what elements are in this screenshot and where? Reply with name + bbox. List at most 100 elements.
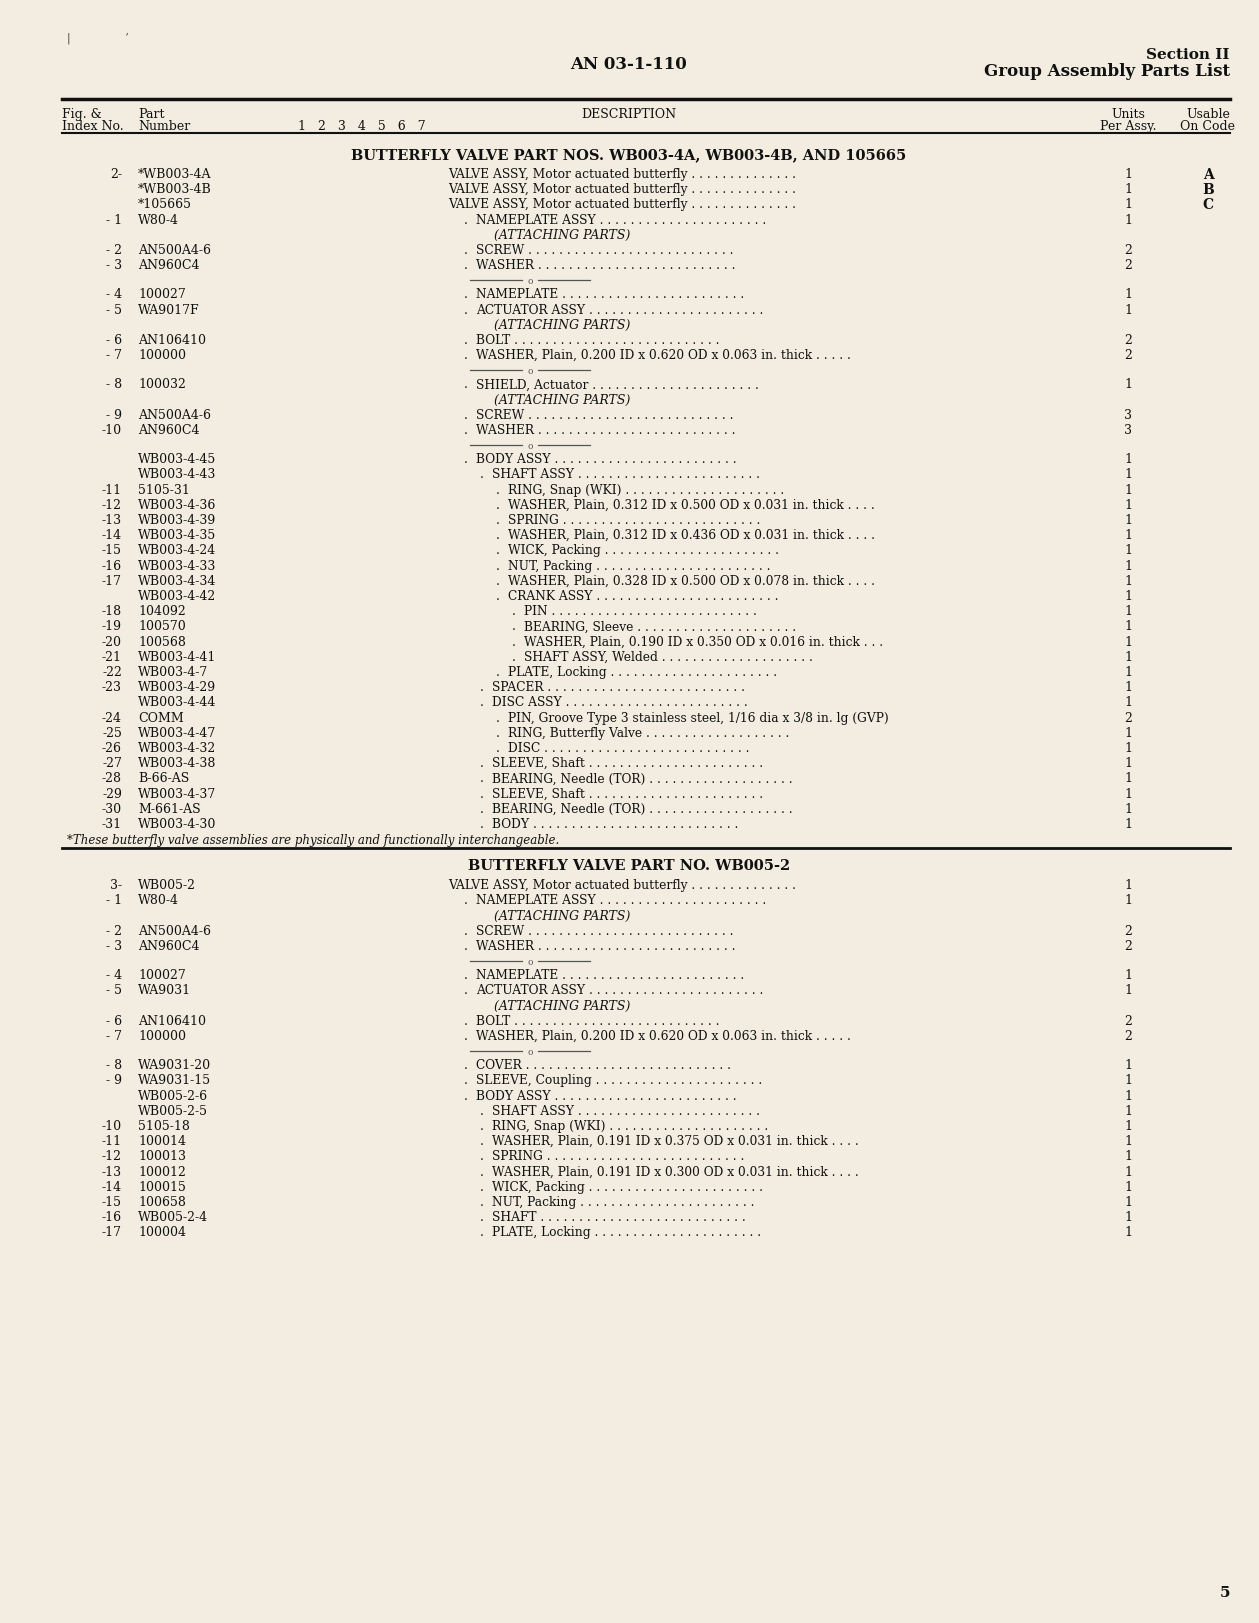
Text: 1: 1 xyxy=(1124,894,1132,907)
Text: 1: 1 xyxy=(1124,727,1132,740)
Text: - 6: - 6 xyxy=(106,1014,122,1027)
Text: .: . xyxy=(465,304,472,316)
Text: BEARING, Needle (TOR) . . . . . . . . . . . . . . . . . . .: BEARING, Needle (TOR) . . . . . . . . . … xyxy=(492,773,793,786)
Text: -11: -11 xyxy=(102,484,122,497)
Text: 104092: 104092 xyxy=(138,605,186,618)
Text: WB005-2-5: WB005-2-5 xyxy=(138,1104,208,1117)
Text: .: . xyxy=(465,1058,472,1071)
Text: PLATE, Locking . . . . . . . . . . . . . . . . . . . . . .: PLATE, Locking . . . . . . . . . . . . .… xyxy=(507,665,777,678)
Text: o: o xyxy=(528,958,533,966)
Text: B-66-AS: B-66-AS xyxy=(138,773,189,786)
Text: WB005-2-4: WB005-2-4 xyxy=(138,1211,208,1224)
Text: 1: 1 xyxy=(1124,304,1132,316)
Text: ACTUATOR ASSY . . . . . . . . . . . . . . . . . . . . . . .: ACTUATOR ASSY . . . . . . . . . . . . . … xyxy=(476,304,763,316)
Text: BEARING, Needle (TOR) . . . . . . . . . . . . . . . . . . .: BEARING, Needle (TOR) . . . . . . . . . … xyxy=(492,802,793,815)
Text: 1: 1 xyxy=(1124,620,1132,633)
Text: 1: 1 xyxy=(1124,1134,1132,1147)
Text: -23: -23 xyxy=(102,680,122,693)
Text: SHAFT ASSY . . . . . . . . . . . . . . . . . . . . . . . .: SHAFT ASSY . . . . . . . . . . . . . . .… xyxy=(492,467,760,480)
Text: o: o xyxy=(528,441,533,451)
Text: Usable: Usable xyxy=(1186,109,1230,122)
Text: WASHER . . . . . . . . . . . . . . . . . . . . . . . . . .: WASHER . . . . . . . . . . . . . . . . .… xyxy=(476,940,735,953)
Text: .: . xyxy=(496,589,504,602)
Text: .: . xyxy=(465,940,472,953)
Text: 100570: 100570 xyxy=(138,620,186,633)
Text: -13: -13 xyxy=(102,514,122,527)
Text: 3-: 3- xyxy=(110,878,122,891)
Text: .: . xyxy=(465,1074,472,1087)
Text: 1: 1 xyxy=(1124,969,1132,982)
Text: W80-4: W80-4 xyxy=(138,214,179,227)
Text: AN106410: AN106410 xyxy=(138,334,206,347)
Text: .: . xyxy=(465,1089,472,1102)
Text: .: . xyxy=(465,243,472,256)
Text: .: . xyxy=(480,1149,488,1162)
Text: A: A xyxy=(1202,167,1214,182)
Text: BUTTERFLY VALVE PART NO. WB005-2: BUTTERFLY VALVE PART NO. WB005-2 xyxy=(468,859,791,873)
Text: .: . xyxy=(465,969,472,982)
Text: WASHER . . . . . . . . . . . . . . . . . . . . . . . . . .: WASHER . . . . . . . . . . . . . . . . .… xyxy=(476,424,735,437)
Text: .: . xyxy=(480,467,488,480)
Text: WB003-4-37: WB003-4-37 xyxy=(138,787,217,800)
Text: - 1: - 1 xyxy=(106,214,122,227)
Text: 1: 1 xyxy=(1124,742,1132,755)
Text: *105665: *105665 xyxy=(138,198,193,211)
Text: AN500A4-6: AN500A4-6 xyxy=(138,409,212,422)
Text: |: | xyxy=(67,32,71,44)
Text: 1: 1 xyxy=(1124,484,1132,497)
Text: WASHER, Plain, 0.190 ID x 0.350 OD x 0.016 in. thick . . .: WASHER, Plain, 0.190 ID x 0.350 OD x 0.0… xyxy=(524,635,883,648)
Text: COVER . . . . . . . . . . . . . . . . . . . . . . . . . . .: COVER . . . . . . . . . . . . . . . . . … xyxy=(476,1058,731,1071)
Text: WASHER, Plain, 0.312 ID x 0.436 OD x 0.031 in. thick . . . .: WASHER, Plain, 0.312 ID x 0.436 OD x 0.0… xyxy=(507,529,875,542)
Text: - 9: - 9 xyxy=(106,1074,122,1087)
Text: NAMEPLATE . . . . . . . . . . . . . . . . . . . . . . . .: NAMEPLATE . . . . . . . . . . . . . . . … xyxy=(476,289,744,302)
Text: SCREW . . . . . . . . . . . . . . . . . . . . . . . . . . .: SCREW . . . . . . . . . . . . . . . . . … xyxy=(476,243,734,256)
Text: SCREW . . . . . . . . . . . . . . . . . . . . . . . . . . .: SCREW . . . . . . . . . . . . . . . . . … xyxy=(476,923,734,936)
Text: .: . xyxy=(496,575,504,588)
Text: .: . xyxy=(512,605,520,618)
Text: PIN . . . . . . . . . . . . . . . . . . . . . . . . . . .: PIN . . . . . . . . . . . . . . . . . . … xyxy=(524,605,757,618)
Text: 1: 1 xyxy=(1124,183,1132,196)
Text: 1: 1 xyxy=(1124,802,1132,815)
Text: .: . xyxy=(465,409,472,422)
Text: AN 03-1-110: AN 03-1-110 xyxy=(570,55,687,73)
Text: WASHER, Plain, 0.200 ID x 0.620 OD x 0.063 in. thick . . . . .: WASHER, Plain, 0.200 ID x 0.620 OD x 0.0… xyxy=(476,349,851,362)
Text: .: . xyxy=(465,923,472,936)
Text: -13: -13 xyxy=(102,1165,122,1178)
Text: -15: -15 xyxy=(102,544,122,557)
Text: 1: 1 xyxy=(1124,453,1132,466)
Text: 1: 1 xyxy=(1124,1104,1132,1117)
Text: WB003-4-32: WB003-4-32 xyxy=(138,742,217,755)
Text: BOLT . . . . . . . . . . . . . . . . . . . . . . . . . . .: BOLT . . . . . . . . . . . . . . . . . .… xyxy=(476,1014,719,1027)
Text: 5105-31: 5105-31 xyxy=(138,484,190,497)
Text: 100032: 100032 xyxy=(138,378,186,391)
Text: WB003-4-33: WB003-4-33 xyxy=(138,560,217,573)
Text: 100027: 100027 xyxy=(138,969,186,982)
Text: -17: -17 xyxy=(102,575,122,588)
Text: Group Assembly Parts List: Group Assembly Parts List xyxy=(983,63,1230,80)
Text: - 2: - 2 xyxy=(106,243,122,256)
Text: DESCRIPTION: DESCRIPTION xyxy=(582,109,676,122)
Text: VALVE ASSY, Motor actuated butterfly . . . . . . . . . . . . . .: VALVE ASSY, Motor actuated butterfly . .… xyxy=(448,183,796,196)
Text: 1: 1 xyxy=(1124,818,1132,831)
Text: 100013: 100013 xyxy=(138,1149,186,1162)
Text: 100015: 100015 xyxy=(138,1180,186,1193)
Text: 1: 1 xyxy=(1124,680,1132,693)
Text: 5: 5 xyxy=(1220,1586,1230,1599)
Text: 100004: 100004 xyxy=(138,1225,186,1238)
Text: - 5: - 5 xyxy=(106,984,122,997)
Text: - 8: - 8 xyxy=(106,378,122,391)
Text: WB003-4-24: WB003-4-24 xyxy=(138,544,217,557)
Text: .: . xyxy=(480,1134,488,1147)
Text: 1: 1 xyxy=(1124,1225,1132,1238)
Text: .: . xyxy=(480,1120,488,1133)
Text: -27: -27 xyxy=(102,756,122,769)
Text: BUTTERFLY VALVE PART NOS. WB003-4A, WB003-4B, AND 105665: BUTTERFLY VALVE PART NOS. WB003-4A, WB00… xyxy=(351,148,906,162)
Text: *WB003-4B: *WB003-4B xyxy=(138,183,212,196)
Text: AN106410: AN106410 xyxy=(138,1014,206,1027)
Text: SLEEVE, Shaft . . . . . . . . . . . . . . . . . . . . . . .: SLEEVE, Shaft . . . . . . . . . . . . . … xyxy=(492,756,763,769)
Text: - 1: - 1 xyxy=(106,894,122,907)
Text: *These butterfly valve assemblies are physically and functionally interchangeabl: *These butterfly valve assemblies are ph… xyxy=(67,834,559,847)
Text: .: . xyxy=(480,818,488,831)
Text: Per Assy.: Per Assy. xyxy=(1100,120,1156,133)
Text: .: . xyxy=(480,1165,488,1178)
